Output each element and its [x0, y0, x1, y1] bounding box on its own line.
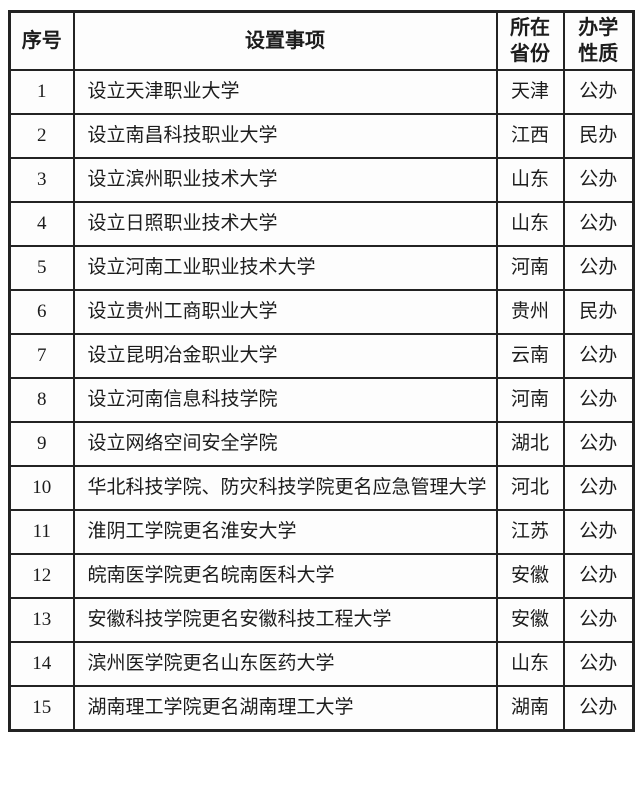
cell-serial-number: 1 [8, 69, 75, 115]
table-row: 2 设立南昌科技职业大学 江西 民办 [8, 113, 635, 159]
table-row: 15 湖南理工学院更名湖南理工大学 湖南 公办 [8, 685, 635, 731]
cell-serial-number: 4 [8, 201, 75, 247]
cell-setup-item: 设立贵州工商职业大学 [72, 289, 498, 335]
cell-serial-number: 12 [8, 553, 75, 599]
cell-setup-item: 淮阴工学院更名淮安大学 [72, 509, 498, 555]
cell-serial-number: 11 [8, 509, 75, 555]
header-setup-item: 设置事项 [72, 10, 498, 71]
cell-setup-item: 设立河南信息科技学院 [72, 377, 498, 423]
cell-province: 山东 [495, 201, 565, 247]
cell-province: 山东 [495, 157, 565, 203]
cell-setup-item: 设立天津职业大学 [72, 69, 498, 115]
table-row: 8 设立河南信息科技学院 河南 公办 [8, 377, 635, 423]
cell-setup-item: 安徽科技学院更名安徽科技工程大学 [72, 597, 498, 643]
cell-setup-item: 设立南昌科技职业大学 [72, 113, 498, 159]
cell-serial-number: 3 [8, 157, 75, 203]
cell-province: 河南 [495, 377, 565, 423]
cell-province: 江苏 [495, 509, 565, 555]
table-row: 1 设立天津职业大学 天津 公办 [8, 69, 635, 115]
cell-school-nature: 公办 [562, 509, 635, 555]
table-row: 9 设立网络空间安全学院 湖北 公办 [8, 421, 635, 467]
cell-serial-number: 9 [8, 421, 75, 467]
cell-serial-number: 7 [8, 333, 75, 379]
cell-province: 湖南 [495, 685, 565, 731]
table-row: 7 设立昆明冶金职业大学 云南 公办 [8, 333, 635, 379]
cell-school-nature: 公办 [562, 333, 635, 379]
cell-province: 云南 [495, 333, 565, 379]
cell-setup-item: 设立昆明冶金职业大学 [72, 333, 498, 379]
table-row: 6 设立贵州工商职业大学 贵州 民办 [8, 289, 635, 335]
cell-setup-item: 设立河南工业职业技术大学 [72, 245, 498, 291]
cell-setup-item: 华北科技学院、防灾科技学院更名应急管理大学 [72, 465, 498, 511]
cell-school-nature: 公办 [562, 641, 635, 687]
cell-province: 山东 [495, 641, 565, 687]
cell-setup-item: 设立滨州职业技术大学 [72, 157, 498, 203]
header-serial-number: 序号 [8, 10, 75, 71]
table-row: 5 设立河南工业职业技术大学 河南 公办 [8, 245, 635, 291]
cell-setup-item: 滨州医学院更名山东医药大学 [72, 641, 498, 687]
cell-setup-item: 设立网络空间安全学院 [72, 421, 498, 467]
cell-province: 安徽 [495, 597, 565, 643]
table-row: 3 设立滨州职业技术大学 山东 公办 [8, 157, 635, 203]
cell-school-nature: 公办 [562, 377, 635, 423]
cell-school-nature: 公办 [562, 201, 635, 247]
cell-serial-number: 5 [8, 245, 75, 291]
header-province-line2: 省份 [510, 43, 550, 65]
table-row: 12 皖南医学院更名皖南医科大学 安徽 公办 [8, 553, 635, 599]
table-row: 4 设立日照职业技术大学 山东 公办 [8, 201, 635, 247]
header-school-nature: 办学 性质 [562, 10, 635, 71]
header-nature-line1: 办学 [578, 17, 619, 39]
cell-serial-number: 14 [8, 641, 75, 687]
table-row: 11 淮阴工学院更名淮安大学 江苏 公办 [8, 509, 635, 555]
cell-school-nature: 公办 [562, 465, 635, 511]
cell-school-nature: 公办 [562, 553, 635, 599]
cell-setup-item: 皖南医学院更名皖南医科大学 [72, 553, 498, 599]
cell-serial-number: 8 [8, 377, 75, 423]
cell-school-nature: 民办 [562, 113, 635, 159]
cell-province: 江西 [495, 113, 565, 159]
cell-serial-number: 15 [8, 685, 75, 731]
header-row: 序号 设置事项 所在省份 办学性质 [8, 10, 635, 71]
cell-serial-number: 10 [8, 465, 75, 511]
cell-province: 河南 [495, 245, 565, 291]
cell-setup-item: 湖南理工学院更名湖南理工大学 [72, 685, 498, 731]
cell-province: 河北 [495, 465, 565, 511]
cell-province: 湖北 [495, 421, 565, 467]
university-setup-table: 序号 设置事项 所在省份 办学性质 1 设立天津职业大学 天津 公办 2 设立南… [8, 10, 635, 732]
cell-serial-number: 13 [8, 597, 75, 643]
header-province-line1: 所在 [510, 17, 550, 39]
cell-school-nature: 公办 [562, 597, 635, 643]
cell-school-nature: 民办 [562, 289, 635, 335]
cell-school-nature: 公办 [562, 421, 635, 467]
table-row: 10 华北科技学院、防灾科技学院更名应急管理大学 河北 公办 [8, 465, 635, 511]
cell-school-nature: 公办 [562, 69, 635, 115]
table-row: 14 滨州医学院更名山东医药大学 山东 公办 [8, 641, 635, 687]
cell-serial-number: 6 [8, 289, 75, 335]
cell-setup-item: 设立日照职业技术大学 [72, 201, 498, 247]
cell-province: 安徽 [495, 553, 565, 599]
cell-serial-number: 2 [8, 113, 75, 159]
header-nature-line2: 性质 [578, 43, 619, 65]
cell-school-nature: 公办 [562, 157, 635, 203]
header-province: 所在 省份 [495, 10, 565, 71]
table-row: 13 安徽科技学院更名安徽科技工程大学 安徽 公办 [8, 597, 635, 643]
cell-school-nature: 公办 [562, 685, 635, 731]
cell-province: 天津 [495, 69, 565, 115]
cell-province: 贵州 [495, 289, 565, 335]
cell-school-nature: 公办 [562, 245, 635, 291]
